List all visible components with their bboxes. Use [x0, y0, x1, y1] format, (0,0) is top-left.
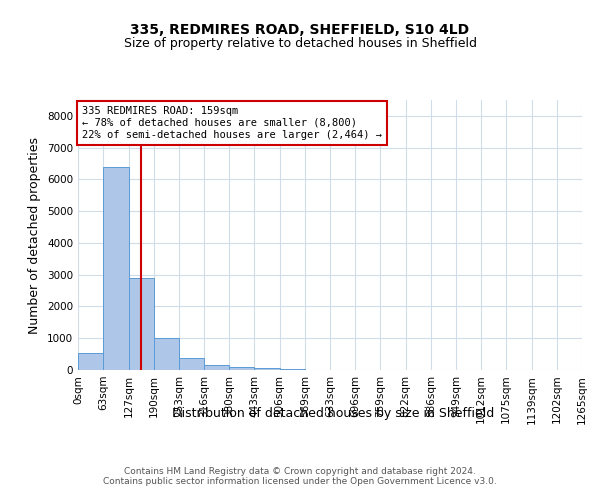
- Text: 335 REDMIRES ROAD: 159sqm
← 78% of detached houses are smaller (8,800)
22% of se: 335 REDMIRES ROAD: 159sqm ← 78% of detac…: [82, 106, 382, 140]
- Bar: [254, 368, 280, 370]
- Text: Size of property relative to detached houses in Sheffield: Size of property relative to detached ho…: [124, 38, 476, 51]
- Text: 335, REDMIRES ROAD, SHEFFIELD, S10 4LD: 335, REDMIRES ROAD, SHEFFIELD, S10 4LD: [130, 22, 470, 36]
- Bar: [204, 365, 229, 370]
- Bar: [128, 278, 154, 370]
- Text: Contains public sector information licensed under the Open Government Licence v3: Contains public sector information licen…: [103, 478, 497, 486]
- Bar: [280, 368, 305, 370]
- Bar: [229, 367, 254, 370]
- Bar: [179, 358, 204, 370]
- Y-axis label: Number of detached properties: Number of detached properties: [28, 136, 41, 334]
- Bar: [103, 166, 128, 370]
- Bar: [154, 338, 179, 370]
- Bar: [78, 352, 103, 370]
- Text: Contains HM Land Registry data © Crown copyright and database right 2024.: Contains HM Land Registry data © Crown c…: [124, 468, 476, 476]
- Text: Distribution of detached houses by size in Sheffield: Distribution of detached houses by size …: [172, 408, 494, 420]
